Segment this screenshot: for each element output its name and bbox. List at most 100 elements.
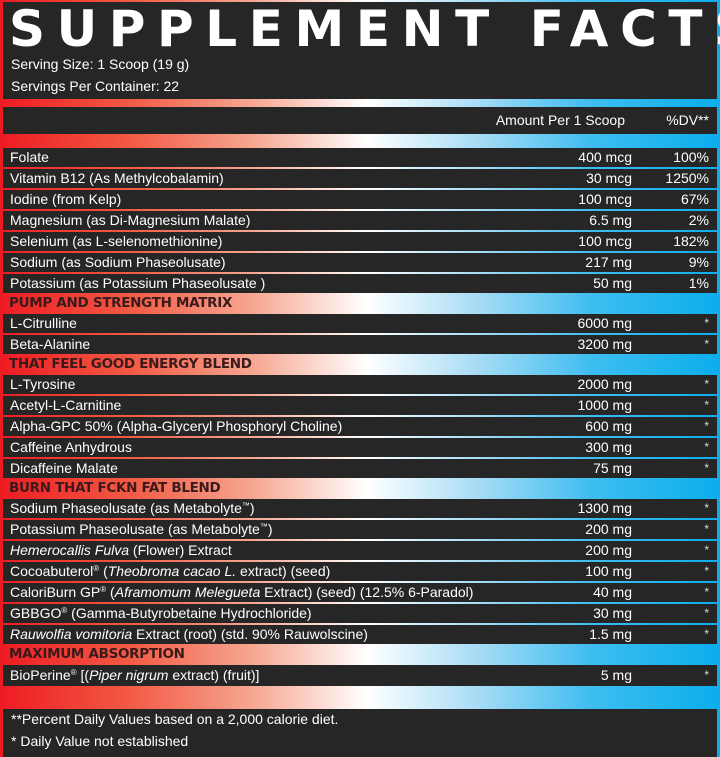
table-row: Magnesium (as Di-Magnesium Malate) 6.5 m… (3, 211, 717, 230)
section-header-energy: THAT FEEL GOOD ENERGY BLEND (9, 356, 252, 372)
registered-symbol: ® (93, 564, 100, 573)
ingredient-amount: 75 mg (593, 460, 632, 476)
table-row: Sodium (as Sodium Phaseolusate) 217 mg 9… (3, 253, 717, 272)
table-row: Potassium (as Potassium Phaseolusate ) 5… (3, 274, 717, 293)
ingredient-dv: * (704, 564, 709, 578)
table-row: Acetyl-L-Carnitine 1000 mg * (3, 396, 717, 415)
ingredient-amount: 50 mg (593, 275, 632, 291)
ingredient-name: L-Tyrosine (10, 376, 76, 392)
table-row: Rauwolfia vomitoria Extract (root) (std.… (3, 625, 717, 644)
ingredient-name: Magnesium (as Di-Magnesium Malate) (10, 212, 251, 228)
footnote-not-established: * Daily Value not established (11, 733, 189, 749)
ingredient-name: Potassium (as Potassium Phaseolusate ) (10, 275, 266, 291)
ingredient-dv: * (704, 337, 709, 351)
ingredient-dv: * (704, 419, 709, 433)
ingredient-amount: 2000 mg (577, 376, 632, 392)
ingredient-name: Dicaffeine Malate (10, 460, 118, 476)
section-header-pump: PUMP AND STRENGTH MATRIX (9, 295, 233, 311)
table-row: BioPerine® [(Piper nigrum extract) (frui… (3, 665, 717, 686)
servings-per-container: Servings Per Container: 22 (11, 78, 180, 94)
ingredient-amount: 6.5 mg (589, 212, 632, 228)
ingredient-name: L-Citrulline (10, 315, 77, 331)
ingredient-amount: 5 mg (600, 667, 632, 683)
facts-table: Folate 400 mcg 100% Vitamin B12 (As Meth… (0, 148, 720, 688)
ingredient-dv: * (704, 585, 709, 599)
table-row: Folate 400 mcg 100% (3, 148, 717, 167)
ingredient-name: Selenium (as L-selenomethionine) (10, 233, 223, 249)
ingredient-amount: 300 mg (585, 439, 632, 455)
ingredient-name: Potassium Phaseolusate (as Metabolyte™) (10, 521, 273, 537)
table-row: L-Citrulline 6000 mg * (3, 314, 717, 333)
trademark-symbol: ™ (241, 501, 250, 510)
ingredient-dv: * (704, 461, 709, 475)
footnote-dv-basis: **Percent Daily Values based on a 2,000 … (11, 711, 339, 727)
table-row: Cocoabuterol® (Theobroma cacao L. extrac… (3, 562, 717, 581)
table-row: Hemerocallis Fulva (Flower) Extract 200 … (3, 541, 717, 560)
ingredient-amount: 1.5 mg (589, 626, 632, 642)
ingredient-dv: 2% (688, 212, 709, 228)
ingredient-dv: * (704, 522, 709, 536)
ingredient-dv: 67% (680, 191, 709, 207)
section-header-absorption: MAXIMUM ABSORPTION (9, 646, 185, 662)
ingredient-amount: 1300 mg (577, 500, 632, 516)
ingredient-name: Folate (10, 149, 49, 165)
table-row: CaloriBurn GP® (Aframomum Melegueta Extr… (3, 583, 717, 602)
column-header: Amount Per 1 Scoop %DV** (3, 107, 717, 134)
ingredient-amount: 40 mg (593, 584, 632, 600)
ingredient-amount: 30 mcg (586, 170, 632, 186)
ingredient-amount: 100 mg (585, 563, 632, 579)
ingredient-dv: 182% (673, 233, 709, 249)
ingredient-name: Acetyl-L-Carnitine (10, 397, 122, 413)
table-row: Dicaffeine Malate 75 mg * (3, 459, 717, 478)
ingredient-amount: 217 mg (585, 254, 632, 270)
registered-symbol: ® (70, 668, 77, 677)
ingredient-name: Vitamin B12 (As Methylcobalamin) (10, 170, 224, 186)
table-row: Caffeine Anhydrous 300 mg * (3, 438, 717, 457)
ingredient-dv: * (704, 543, 709, 557)
ingredient-dv: * (704, 398, 709, 412)
table-row: L-Tyrosine 2000 mg * (3, 375, 717, 394)
ingredient-dv: 100% (673, 149, 709, 165)
ingredient-amount: 30 mg (593, 605, 632, 621)
table-row: Alpha-GPC 50% (Alpha-Glyceryl Phosphoryl… (3, 417, 717, 436)
ingredient-name: BioPerine® [(Piper nigrum extract) (frui… (10, 667, 260, 683)
ingredient-dv: 1% (688, 275, 709, 291)
ingredient-amount: 200 mg (585, 521, 632, 537)
ingredient-dv: * (704, 606, 709, 620)
serving-size: Serving Size: 1 Scoop (19 g) (11, 56, 190, 72)
ingredient-dv: * (704, 501, 709, 515)
ingredient-dv: * (704, 316, 709, 330)
ingredient-dv: * (704, 627, 709, 641)
ingredient-amount: 200 mg (585, 542, 632, 558)
ingredient-name: Caffeine Anhydrous (10, 439, 132, 455)
table-row: Selenium (as L-selenomethionine) 100 mcg… (3, 232, 717, 251)
ingredient-amount: 100 mcg (578, 191, 632, 207)
ingredient-amount: 600 mg (585, 418, 632, 434)
ingredient-name: Rauwolfia vomitoria Extract (root) (std.… (10, 626, 368, 642)
ingredient-dv: 1250% (665, 170, 709, 186)
table-row: Potassium Phaseolusate (as Metabolyte™) … (3, 520, 717, 539)
table-row: Iodine (from Kelp) 100 mcg 67% (3, 190, 717, 209)
ingredient-amount: 100 mcg (578, 233, 632, 249)
ingredient-dv: * (704, 440, 709, 454)
ingredient-dv: * (704, 377, 709, 391)
registered-symbol: ® (100, 585, 107, 594)
ingredient-amount: 6000 mg (577, 315, 632, 331)
ingredient-dv: * (704, 668, 709, 682)
ingredient-name: CaloriBurn GP® (Aframomum Melegueta Extr… (10, 584, 474, 600)
ingredient-name: Alpha-GPC 50% (Alpha-Glyceryl Phosphoryl… (10, 418, 343, 434)
ingredient-name: Beta-Alanine (10, 336, 91, 352)
dv-column-header: %DV** (666, 112, 709, 128)
table-row: Beta-Alanine 3200 mg * (3, 335, 717, 354)
ingredient-name: Sodium (as Sodium Phaseolusate) (10, 254, 226, 270)
table-row: Vitamin B12 (As Methylcobalamin) 30 mcg … (3, 169, 717, 188)
trademark-symbol: ™ (259, 522, 268, 531)
table-row: GBBGO® (Gamma-Butyrobetaine Hydrochlorid… (3, 604, 717, 623)
ingredient-name: Iodine (from Kelp) (10, 191, 122, 207)
table-row: Sodium Phaseolusate (as Metabolyte™) 130… (3, 499, 717, 518)
ingredient-amount: 400 mcg (578, 149, 632, 165)
footnotes-panel: **Percent Daily Values based on a 2,000 … (3, 709, 717, 757)
ingredient-name: Sodium Phaseolusate (as Metabolyte™) (10, 500, 255, 516)
ingredient-amount: 1000 mg (577, 397, 632, 413)
page-title: SUPPLEMENT FACTS (9, 0, 720, 58)
